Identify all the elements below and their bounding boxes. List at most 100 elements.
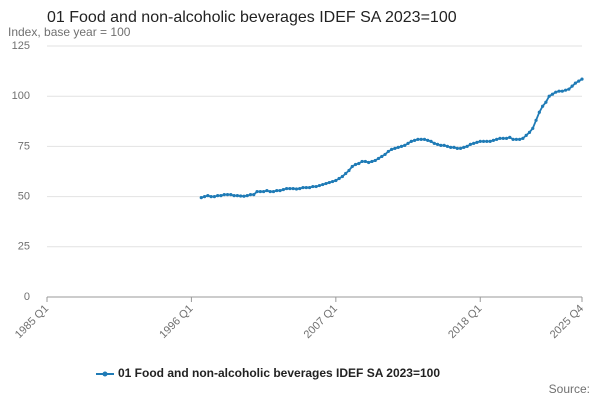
point (524, 133, 528, 137)
point (298, 186, 302, 191)
point (281, 187, 285, 192)
point (455, 146, 459, 151)
point (262, 189, 266, 194)
point (239, 194, 243, 198)
point (334, 178, 338, 183)
point (373, 158, 377, 163)
y-tick-label: 25 (18, 241, 30, 253)
point (393, 146, 397, 151)
point (567, 87, 571, 91)
point (557, 89, 561, 93)
point (232, 193, 236, 198)
point (403, 143, 407, 147)
y-tick-label: 125 (12, 40, 30, 52)
point (275, 188, 279, 193)
point (285, 186, 289, 191)
point (370, 159, 374, 164)
point (258, 189, 262, 194)
point (271, 189, 276, 194)
point (321, 182, 325, 187)
point (468, 142, 473, 146)
y-tick-label: 75 (18, 140, 30, 152)
point (324, 181, 328, 186)
point (511, 137, 515, 141)
point (514, 137, 518, 141)
point (580, 77, 584, 81)
y-tick-label: 100 (12, 90, 30, 102)
legend-label: 01 Food and non-alcoholic beverages IDEF… (118, 366, 440, 380)
point (255, 189, 259, 194)
y-tick-label: 50 (18, 191, 30, 203)
point (317, 183, 322, 188)
point (363, 159, 367, 164)
point (508, 135, 512, 139)
point (344, 171, 348, 176)
point (416, 137, 420, 141)
point (537, 110, 541, 114)
point (291, 186, 295, 191)
point (216, 193, 220, 198)
point (478, 139, 482, 143)
point (265, 188, 269, 193)
point (235, 193, 239, 198)
point (206, 193, 210, 198)
point (390, 147, 394, 152)
point (518, 137, 522, 141)
x-tick-label: 1985 Q1 (13, 303, 51, 341)
point (439, 143, 443, 147)
point (472, 141, 476, 145)
source: Source: (549, 382, 590, 396)
point (560, 89, 564, 93)
point (419, 137, 423, 141)
point (449, 145, 453, 150)
point (357, 161, 361, 166)
point (219, 193, 223, 198)
point (330, 179, 335, 184)
point (360, 159, 364, 164)
point (534, 118, 538, 122)
point (314, 184, 318, 189)
point (212, 195, 216, 199)
point (347, 168, 351, 173)
point (426, 138, 430, 142)
point (294, 187, 299, 191)
point (577, 79, 581, 83)
point (353, 162, 358, 167)
point (573, 81, 578, 85)
point (491, 138, 495, 142)
point (501, 136, 505, 140)
x-tick-label: 1996 Q1 (157, 303, 195, 341)
point (554, 90, 558, 94)
point (413, 138, 417, 142)
point (304, 185, 308, 190)
point (380, 154, 384, 159)
point (521, 136, 525, 140)
x-tick-label: 2025 Q4 (548, 303, 586, 341)
point (485, 139, 489, 143)
point (445, 144, 450, 148)
point (327, 180, 331, 185)
point (531, 126, 535, 130)
x-tick-label: 2007 Q1 (302, 303, 340, 341)
point (435, 142, 440, 146)
point (527, 130, 532, 134)
point (225, 192, 230, 197)
point (278, 188, 282, 193)
point (458, 146, 463, 151)
point (409, 139, 413, 143)
point (563, 88, 568, 92)
point (367, 160, 371, 165)
point (504, 136, 509, 140)
point (229, 192, 233, 197)
point (340, 174, 344, 179)
point (202, 195, 207, 199)
point (498, 136, 502, 140)
point (268, 189, 272, 194)
point (376, 156, 381, 161)
point (406, 141, 410, 145)
point (337, 176, 341, 181)
point (442, 143, 446, 147)
point (307, 185, 312, 190)
point (488, 139, 492, 143)
